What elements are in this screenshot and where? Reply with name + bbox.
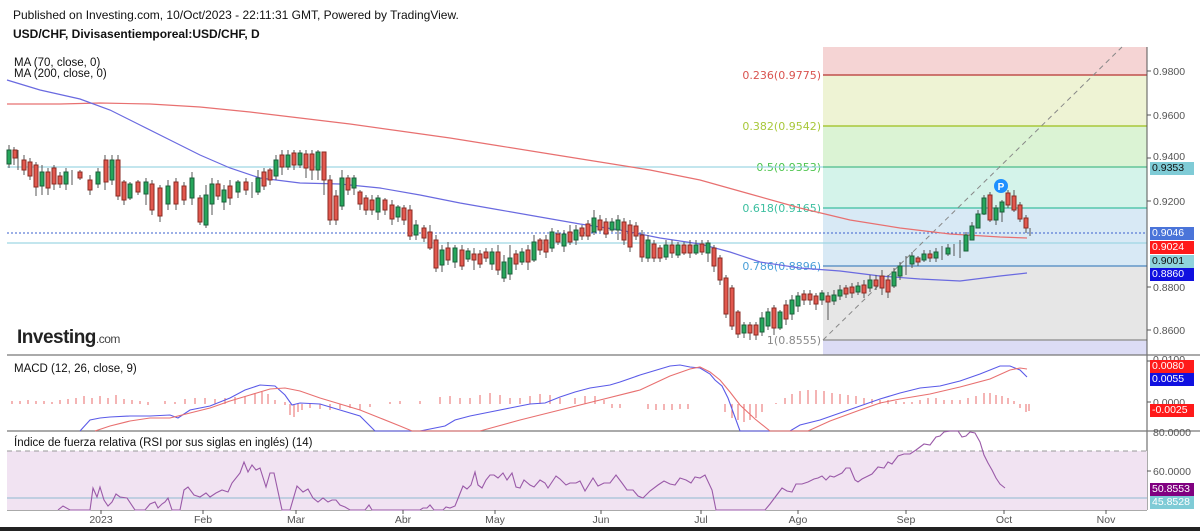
svg-text:0.9200: 0.9200	[1153, 196, 1185, 208]
svg-text:P: P	[998, 182, 1005, 193]
price-axis[interactable]: 0.9800 0.9600 0.9400 0.9200 0.8800 0.860…	[1147, 66, 1185, 337]
macd-tag-signal: 0.0080	[1150, 360, 1194, 373]
symbol-title: USD/CHF, Divisasentiemporeal:USD/CHF, D	[13, 27, 260, 41]
price-tag-resistance: 0.9353	[1150, 162, 1194, 175]
price-tag-ma200: 0.9024	[1150, 241, 1194, 254]
svg-text:0.236(0.9775): 0.236(0.9775)	[742, 69, 821, 82]
svg-text:60.0000: 60.0000	[1153, 466, 1191, 478]
price-tag-ma70: 0.8860	[1150, 268, 1194, 281]
x-label-mar: Mar	[286, 514, 306, 526]
rsi-axis[interactable]: 80.0000 60.0000	[1147, 427, 1191, 478]
rsi-line	[57, 430, 1006, 511]
macd-line	[79, 364, 1028, 432]
x-label-feb: Feb	[193, 514, 213, 526]
svg-text:0.382(0.9542): 0.382(0.9542)	[742, 120, 821, 133]
x-label-nov: Nov	[1096, 514, 1116, 526]
rsi-band	[7, 451, 1147, 510]
svg-text:0.8800: 0.8800	[1153, 282, 1185, 294]
macd-title[interactable]: MACD (12, 26, close, 9)	[14, 363, 137, 375]
price-tag-last: 0.9046	[1150, 227, 1194, 240]
price-tag-support: 0.9001	[1150, 255, 1194, 268]
svg-text:0.618(0.9165): 0.618(0.9165)	[742, 202, 821, 215]
x-label-may: May	[485, 514, 505, 526]
fib-trendline[interactable]	[822, 46, 1123, 341]
rsi-title[interactable]: Índice de fuerza relativa (RSI por sus s…	[14, 437, 313, 449]
fib-labels: 0.236(0.9775) 0.382(0.9542) 0.5(0.9353) …	[742, 69, 821, 347]
ma200-line	[7, 102, 1028, 239]
x-label-sep: Sep	[896, 514, 916, 526]
bottom-border	[0, 527, 1200, 531]
macd-tag-histogram: -0.0025	[1150, 404, 1194, 417]
svg-text:0.9800: 0.9800	[1153, 66, 1185, 78]
ma70-legend[interactable]: MA (70, close, 0)	[14, 57, 101, 69]
investing-logo[interactable]: Investing.com	[17, 327, 120, 348]
svg-text:80.0000: 80.0000	[1153, 427, 1191, 439]
ma70-line	[6, 79, 1028, 282]
candlesticks[interactable]	[6, 145, 1031, 340]
published-notice: Published on Investing.com, 10/Oct/2023 …	[13, 8, 459, 22]
ma200-legend[interactable]: MA (200, close, 0)	[14, 68, 107, 80]
x-label-ago: Ago	[788, 514, 808, 526]
x-label-jul: Jul	[694, 514, 708, 526]
x-label-jun: Jun	[592, 514, 610, 526]
x-label-abr: Abr	[394, 514, 412, 526]
x-label-2023: 2023	[89, 514, 113, 526]
svg-text:0.8600: 0.8600	[1153, 325, 1185, 337]
svg-text:0.786(0.8896): 0.786(0.8896)	[742, 260, 821, 273]
rsi-tag-ma: 45.8528	[1150, 496, 1194, 509]
svg-text:0.9400: 0.9400	[1153, 151, 1185, 163]
macd-tag-macd: 0.0055	[1150, 373, 1194, 386]
svg-text:1(0.8555): 1(0.8555)	[767, 334, 821, 347]
time-axis-ticks	[100, 510, 1107, 514]
rsi-tag-value: 50.8553	[1150, 483, 1194, 496]
signal-line	[94, 366, 1028, 432]
x-label-oct: Oct	[995, 514, 1013, 526]
pivot-marker[interactable]: P	[994, 179, 1008, 193]
svg-text:0.9600: 0.9600	[1153, 110, 1185, 122]
